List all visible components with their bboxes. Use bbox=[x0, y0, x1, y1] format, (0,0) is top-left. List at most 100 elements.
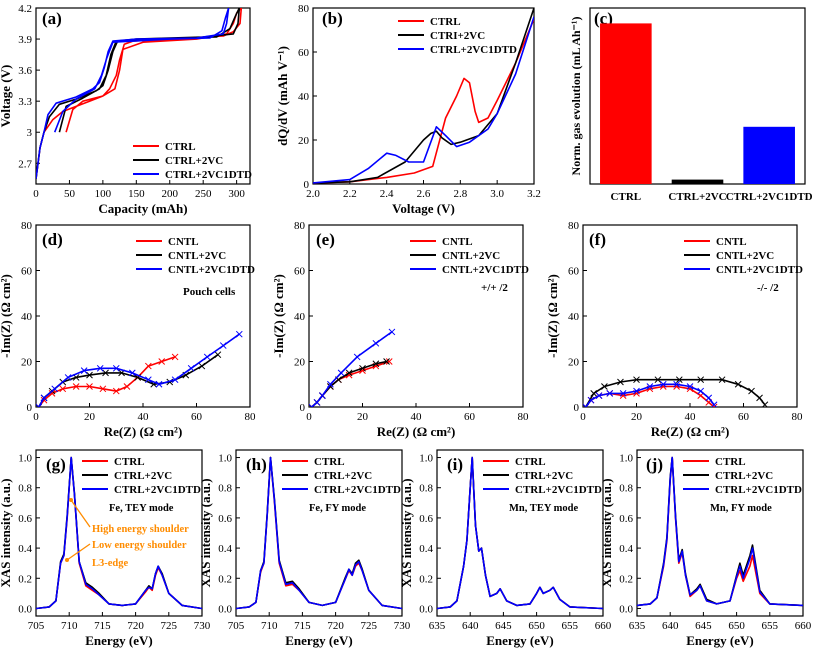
data-point-cntl-2vc1dtd bbox=[705, 394, 713, 402]
panel-annotation: +/+ /2 bbox=[481, 282, 508, 294]
x-tick-label: 725 bbox=[361, 620, 378, 632]
legend-label: CNTL+2VC1DTD bbox=[716, 264, 803, 276]
x-tick-label: 650 bbox=[528, 620, 545, 632]
y-tick-label: 0.8 bbox=[619, 483, 633, 495]
plot-frame bbox=[436, 449, 604, 617]
data-point-cntl-2vc1dtd bbox=[337, 369, 345, 377]
y-tick-label: 0.0 bbox=[18, 603, 32, 615]
data-point-cntl-2vc1dtd bbox=[144, 376, 152, 384]
panel-g: (g) 705 710 715 720 725 730 0.0 0.2 0.4 0.6 0.8 1.0 E… bbox=[0, 449, 211, 648]
x-category-label: CTRL bbox=[611, 191, 642, 203]
series-line-cntl-2vc bbox=[311, 360, 387, 407]
data-point-cntl-2vc1dtd bbox=[171, 376, 179, 384]
x-tick-label: 655 bbox=[762, 620, 779, 632]
data-point-cntl-2vc bbox=[359, 364, 366, 372]
data-point-cntl-2vc1dtd bbox=[673, 380, 680, 388]
data-point-cntl bbox=[144, 362, 152, 370]
x-tick-label: 2.2 bbox=[343, 188, 357, 200]
legend-label: CTRL+2VC bbox=[715, 470, 773, 482]
y-axis-label: XAS intensity (a.u.) bbox=[399, 478, 414, 587]
data-point-cntl-2vc1dtd bbox=[388, 328, 396, 336]
y-axis-label: XAS intensity (a.u.) bbox=[599, 478, 614, 587]
data-point-cntl bbox=[158, 358, 166, 365]
data-point-cntl bbox=[48, 389, 56, 397]
y-tick-label: 0 bbox=[27, 402, 33, 414]
data-point-cntl-2vc bbox=[748, 387, 755, 395]
y-tick-label: 0.2 bbox=[218, 573, 232, 585]
panel-label: (i) bbox=[447, 455, 463, 474]
series-line-ctrl bbox=[36, 8, 243, 179]
bar-ctrl-2vc1dtd bbox=[743, 126, 795, 184]
data-point-cntl-2vc1dtd bbox=[646, 383, 654, 390]
y-tick-label: 0.2 bbox=[419, 573, 433, 585]
x-tick-label: 705 bbox=[28, 620, 45, 632]
y-tick-label: 2.7 bbox=[18, 158, 32, 170]
panel-label: (b) bbox=[322, 9, 343, 28]
data-point-cntl bbox=[99, 385, 107, 393]
series-line-cntl-2vc1dtd bbox=[38, 333, 240, 407]
y-tick-label: 0.6 bbox=[419, 513, 433, 525]
peak-annotation: Low energy shoulder bbox=[92, 540, 187, 551]
y-tick-label: 60 bbox=[21, 266, 33, 278]
panel-h: (h) 705 710 715 720 725 730 0.0 0.2 0.4 0.6 0.8 1.0 E… bbox=[198, 449, 411, 648]
x-tick-label: 20 bbox=[631, 411, 643, 423]
y-tick-label: 0.4 bbox=[18, 543, 32, 555]
panel-e: (e) 0 20 40 60 80 0 20 40 60 80 Re(Z) (Ω cm²) -Im(Z)… bbox=[271, 220, 529, 439]
y-tick-label: 20 bbox=[568, 357, 580, 369]
mode-label: Fe, TEY mode bbox=[109, 503, 174, 514]
x-tick-label: 250 bbox=[195, 188, 212, 200]
x-tick-label: 40 bbox=[411, 411, 423, 423]
x-axis-label: Voltage (V) bbox=[392, 201, 455, 216]
data-point-cntl-2vc bbox=[214, 351, 222, 359]
y-tick-label: 0.6 bbox=[619, 513, 633, 525]
y-tick-label: 3 bbox=[27, 127, 33, 139]
y-tick-label: 0.8 bbox=[18, 483, 32, 495]
x-tick-label: 80 bbox=[245, 411, 257, 423]
panel-f: (f) 0 20 40 60 80 0 20 40 60 80 Re(Z) (Ω cm²) -Im(Z)… bbox=[545, 220, 803, 439]
data-point-cntl-2vc bbox=[601, 383, 608, 390]
y-tick-label: 20 bbox=[21, 357, 33, 369]
x-tick-label: 715 bbox=[294, 620, 311, 632]
x-tick-label: 650 bbox=[728, 620, 745, 632]
mode-label: Mn, FY mode bbox=[710, 503, 772, 514]
data-point-cntl-2vc bbox=[633, 376, 640, 384]
y-axis-label: Norm. gas evolution (mL Ah⁻¹) bbox=[569, 17, 583, 176]
legend-label: CTRL+2VC1DTD bbox=[314, 484, 401, 496]
y-tick-label: 20 bbox=[294, 357, 306, 369]
data-point-cntl-2vc bbox=[718, 376, 726, 384]
x-tick-label: 300 bbox=[228, 188, 245, 200]
y-tick-label: 1.0 bbox=[619, 453, 633, 465]
y-tick-label: 80 bbox=[294, 220, 306, 232]
legend-label: CNTL+2VC1DTD bbox=[442, 264, 529, 276]
y-axis-label: -Im(Z) (Ω cm²) bbox=[271, 274, 286, 358]
data-point-cntl-2vc1dtd bbox=[583, 403, 590, 407]
y-tick-label: 1.0 bbox=[419, 453, 433, 465]
panel-b: (b) 2.0 2.2 2.4 2.6 2.8 3.0 3.2 0 20 40 60 80 Voltage… bbox=[275, 3, 541, 216]
plot-frame bbox=[636, 449, 804, 617]
y-axis-label: XAS intensity (a.u.) bbox=[0, 478, 13, 587]
x-tick-label: 710 bbox=[61, 620, 78, 632]
data-point-cntl-2vc bbox=[756, 394, 763, 402]
legend-label: CTRL+2VC bbox=[515, 470, 573, 482]
panel-label: (j) bbox=[646, 455, 663, 474]
series-line-ctrl-2vc1dtd bbox=[637, 456, 803, 607]
mode-label: Fe, FY mode bbox=[309, 503, 366, 514]
series-line-ctrl-2vc1dtd bbox=[236, 456, 402, 610]
data-point-cntl-2vc bbox=[102, 369, 109, 377]
peak-annotation: L3-edge bbox=[92, 558, 129, 569]
y-tick-label: 0 bbox=[574, 402, 580, 414]
data-point-cntl-2vc bbox=[86, 371, 93, 379]
x-tick-label: 40 bbox=[685, 411, 697, 423]
y-axis-label: -Im(Z) (Ω cm²) bbox=[0, 274, 13, 358]
data-point-cntl-2vc bbox=[697, 376, 705, 384]
panel-a: (a) 0 50 100 150 200 250 300 2.7 3 3.3 3.6 3.9 4.2 Cap… bbox=[0, 3, 252, 216]
data-point-cntl bbox=[86, 383, 93, 390]
bar-ctrl bbox=[600, 23, 652, 185]
series-line-cntl-2vc1dtd bbox=[311, 331, 393, 407]
x-tick-label: 50 bbox=[64, 188, 76, 200]
x-tick-label: 0 bbox=[580, 411, 586, 423]
mode-label: Mn, TEY mode bbox=[509, 503, 578, 514]
series-line-ctrl bbox=[313, 18, 534, 184]
panel-i: (i) 635 640 645 650 655 660 0.0 0.2 0.4 0.6 0.8 1.0 E… bbox=[399, 449, 612, 648]
legend-label: CTRL+2VC1DTD bbox=[715, 484, 802, 496]
